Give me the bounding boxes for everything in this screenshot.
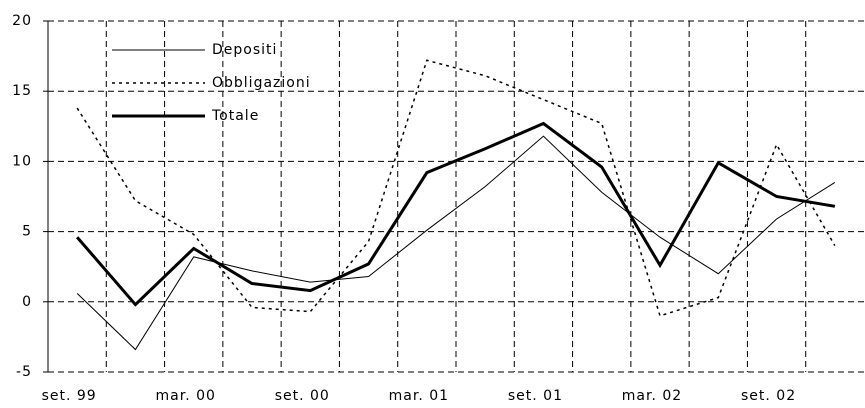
y-tick-label: 10 [12,153,32,169]
y-tick-label: 20 [12,13,32,29]
x-tick-label: set. 02 [741,388,796,404]
y-tick-label: -5 [16,364,32,380]
x-tick-label: set. 00 [275,388,330,404]
legend-label: Obbligazioni [212,75,311,91]
y-tick-label: 5 [22,224,32,240]
x-tick-label: set. 99 [42,388,97,404]
x-tick-label: mar. 02 [622,388,682,404]
series-line [76,121,836,307]
series-line [76,59,836,317]
series-line [76,135,836,351]
legend-label: Totale [211,108,259,124]
y-tick-label: 0 [22,294,32,310]
legend-label: Depositi [212,42,277,58]
y-tick-label: 15 [12,83,32,99]
x-tick-label: mar. 01 [389,388,449,404]
x-tick-label: mar. 00 [156,388,216,404]
x-tick-label: set. 01 [508,388,563,404]
